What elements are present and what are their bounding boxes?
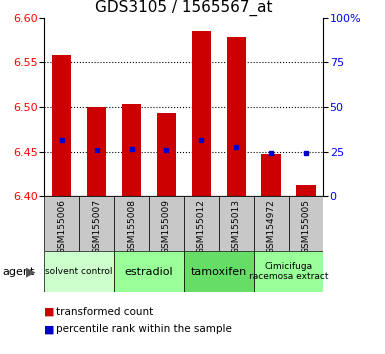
Text: percentile rank within the sample: percentile rank within the sample bbox=[56, 324, 232, 334]
Bar bbox=[87, 107, 106, 196]
Text: Cimicifuga
racemosa extract: Cimicifuga racemosa extract bbox=[249, 262, 328, 281]
Bar bbox=[122, 103, 141, 196]
Bar bbox=[157, 113, 176, 196]
Title: GDS3105 / 1565567_at: GDS3105 / 1565567_at bbox=[95, 0, 273, 16]
Text: GSM155007: GSM155007 bbox=[92, 199, 101, 254]
Bar bbox=[44, 251, 114, 292]
Text: GSM155008: GSM155008 bbox=[127, 199, 136, 254]
Text: GSM155006: GSM155006 bbox=[57, 199, 66, 254]
Bar bbox=[254, 251, 323, 292]
Text: GSM155012: GSM155012 bbox=[197, 199, 206, 254]
Bar bbox=[184, 251, 254, 292]
Bar bbox=[184, 196, 219, 251]
Bar bbox=[192, 31, 211, 196]
Bar bbox=[114, 196, 149, 251]
Bar bbox=[52, 55, 71, 196]
Text: agent: agent bbox=[2, 267, 34, 277]
Bar bbox=[219, 196, 254, 251]
Text: solvent control: solvent control bbox=[45, 267, 113, 276]
Bar bbox=[227, 38, 246, 196]
Text: tamoxifen: tamoxifen bbox=[191, 267, 247, 277]
Bar bbox=[261, 154, 281, 196]
Text: GSM155005: GSM155005 bbox=[301, 199, 310, 254]
Text: GSM154972: GSM154972 bbox=[266, 199, 276, 254]
Bar bbox=[44, 196, 79, 251]
Text: GSM155009: GSM155009 bbox=[162, 199, 171, 254]
Text: ■: ■ bbox=[44, 307, 55, 316]
Bar bbox=[288, 196, 323, 251]
Text: transformed count: transformed count bbox=[56, 307, 153, 316]
Bar bbox=[149, 196, 184, 251]
Bar bbox=[296, 185, 316, 196]
Text: ■: ■ bbox=[44, 324, 55, 334]
Text: estradiol: estradiol bbox=[125, 267, 173, 277]
Text: ▶: ▶ bbox=[26, 265, 36, 278]
Bar bbox=[79, 196, 114, 251]
Text: GSM155013: GSM155013 bbox=[232, 199, 241, 254]
Bar bbox=[114, 251, 184, 292]
Bar bbox=[254, 196, 288, 251]
